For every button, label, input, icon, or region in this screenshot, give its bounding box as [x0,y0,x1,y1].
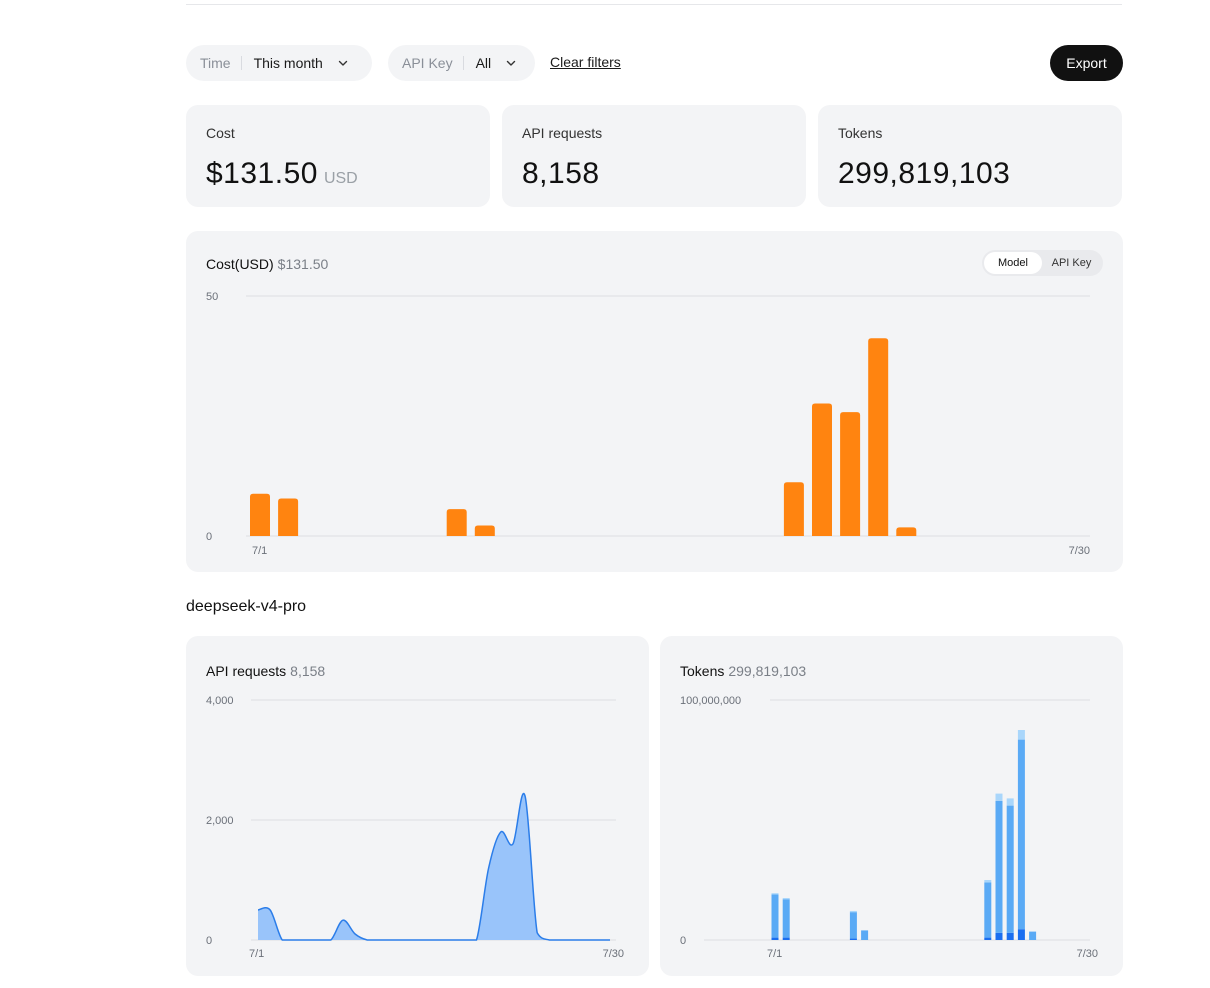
token-bar-segment [782,937,790,940]
token-bar-segment [849,912,857,939]
tokens-chart-title: Tokens 299,819,103 [680,663,806,679]
requests-stat-card: API requests 8,158 [502,105,806,207]
token-bar-segment [1029,931,1037,940]
cost-stat-title: Cost [206,125,235,141]
token-bar-segment [1017,730,1025,740]
token-bar-segment [995,800,1003,933]
cost-bar [812,403,832,536]
requests-chart-total: 8,158 [290,663,326,679]
cost-bar [896,527,917,536]
toggle-model[interactable]: Model [984,252,1042,274]
time-filter-dropdown[interactable]: Time This month [186,45,372,81]
tokens-stat-card: Tokens 299,819,103 [818,105,1122,207]
y-tick-label: 100,000,000 [680,695,741,707]
api-key-filter-dropdown[interactable]: API Key All [388,45,535,81]
token-bar-segment [782,899,790,938]
y-tick-label: 2,000 [206,815,234,827]
x-tick-label: 7/1 [252,545,267,557]
cost-bar [783,482,804,536]
cost-bar-chart: 50 0 7/1 7/30 [206,291,1090,557]
tokens-chart-total: 299,819,103 [728,663,807,679]
cost-bar [474,525,495,536]
y-tick-label: 0 [206,531,212,543]
token-bar-segment [984,937,992,940]
y-tick-label: 0 [206,935,212,947]
x-tick-label: 7/1 [249,948,264,960]
requests-stat-value: 8,158 [522,157,600,190]
cost-bar [840,412,861,536]
cost-unit: USD [323,170,358,187]
token-bar-segment [771,937,779,940]
tokens-chart-card [660,636,1123,976]
requests-area-chart: 4,000 2,000 0 7/1 7/30 [206,695,624,960]
time-filter-label: Time [186,56,242,70]
cost-bar [278,498,299,536]
api-key-filter-value: All [475,55,492,71]
requests-chart-title: API requests 8,158 [206,663,325,679]
tokens-chart-title-label: Tokens [680,663,725,679]
token-bar-segment [995,793,1003,801]
requests-line [257,792,610,941]
token-bar-segment [861,930,869,940]
tokens-stat-title: Tokens [838,125,883,141]
toggle-api-key[interactable]: API Key [1051,257,1092,269]
requests-stat-title: API requests [522,125,603,141]
export-button[interactable]: Export [1050,45,1123,81]
token-bar-segment [782,898,790,900]
x-tick-label: 7/1 [767,948,782,960]
requests-chart-title-label: API requests [206,663,287,679]
cost-bar [868,338,889,536]
token-bar-segment [984,880,992,883]
y-tick-label: 50 [206,291,218,303]
token-bar-segment [1006,932,1014,940]
cost-stat-value: $131.50 USD [206,157,358,191]
y-tick-label: 4,000 [206,695,234,707]
x-tick-label: 7/30 [1069,545,1090,557]
token-bar-segment [849,910,857,913]
time-filter-value: This month [253,55,323,71]
token-bar-segment [1017,739,1025,930]
top-divider [186,4,1122,5]
token-bar-segment [1006,798,1014,806]
chevron-down-icon [338,60,348,66]
token-bar-segment [995,932,1003,940]
y-tick-label: 0 [680,935,686,947]
chevron-down-icon [506,60,516,66]
cost-stat-card: Cost $131.50 USD [186,105,490,207]
model-section-title: deepseek-v4-pro [186,598,307,615]
tokens-stacked-bar-chart: 100,000,000 0 7/1 7/30 [680,695,1098,960]
cost-amount: $131.50 [206,157,318,190]
x-tick-label: 7/30 [1077,948,1098,960]
requests-area [258,793,610,940]
token-bar-segment [849,938,857,940]
token-bar-segment [771,893,779,895]
group-by-toggle: Model API Key [982,250,1103,276]
x-tick-label: 7/30 [603,948,624,960]
cost-chart-title-label: Cost(USD) [206,256,274,272]
cost-chart-title: Cost(USD) $131.50 [206,256,328,272]
token-bar-segment [1017,929,1025,940]
cost-bar [250,493,270,536]
token-bar-segment [771,894,779,938]
cost-chart-card [186,231,1123,572]
tokens-stat-value: 299,819,103 [838,157,1011,190]
cost-chart-total: $131.50 [277,256,329,272]
token-bar-segment [1006,805,1014,933]
api-key-filter-label: API Key [388,56,464,70]
clear-filters-link[interactable]: Clear filters [550,54,621,70]
token-bar-segment [984,882,992,938]
cost-bar [446,509,467,536]
